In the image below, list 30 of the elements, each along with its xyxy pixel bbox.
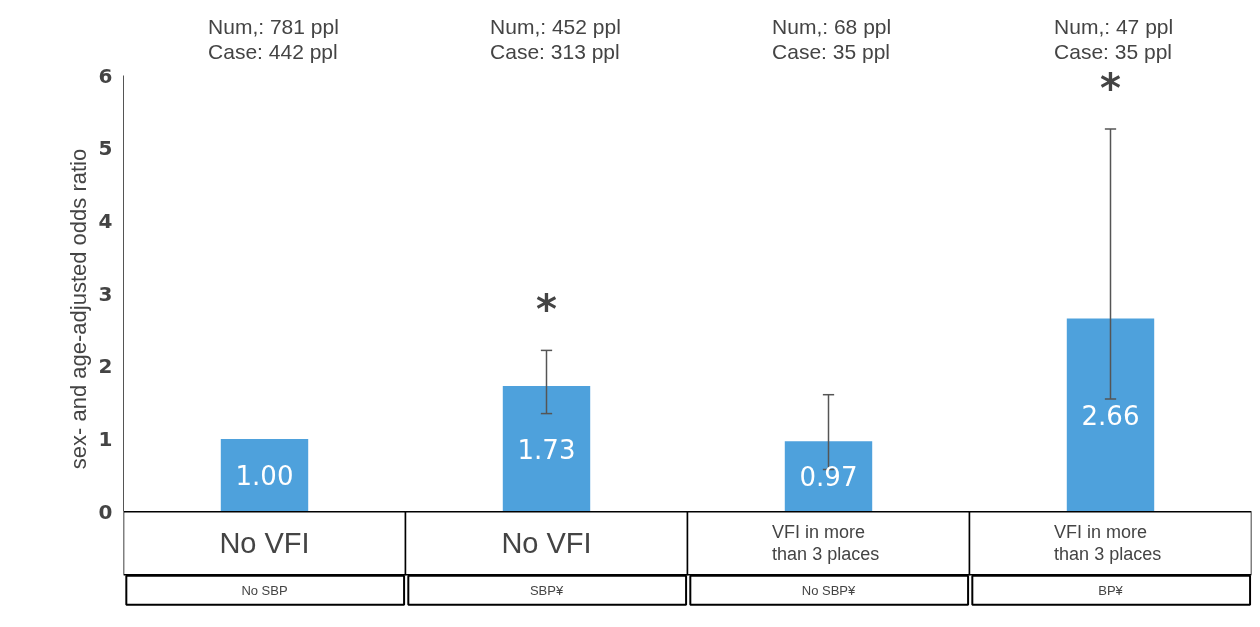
- data-label: 0.97: [799, 462, 858, 493]
- text: Num,: 452 ppl Case: 313 ppl: [490, 14, 621, 63]
- y-tick-label: 1: [98, 427, 113, 451]
- text: No VFI: [219, 527, 310, 560]
- y-tick-label: 3: [98, 281, 113, 306]
- y-tick-label: 4: [98, 209, 113, 234]
- y-tick-label: 5: [98, 136, 113, 161]
- text: VFI in more than 3 places: [772, 522, 880, 565]
- text: VFI in more than 3 places: [1054, 522, 1162, 565]
- annotation: *: [536, 286, 558, 333]
- y-tick-label: 2: [98, 354, 113, 379]
- y-tick-label: 6: [98, 63, 113, 88]
- bar: [784, 441, 873, 512]
- data-label: 2.66: [1081, 401, 1140, 432]
- text: Num,: 47 ppl Case: 35 ppl: [1054, 14, 1174, 63]
- annotation: *: [1100, 64, 1122, 111]
- data-label: 1.00: [235, 461, 294, 492]
- data-label: 1.73: [517, 434, 576, 465]
- bar: [502, 385, 591, 512]
- x-tick-label: No SBP¥: [801, 582, 857, 598]
- text: No VFI: [501, 527, 592, 560]
- x-tick-label: BP¥: [1098, 582, 1124, 598]
- bar: [220, 439, 309, 512]
- x-tick-label: SBP¥: [529, 582, 564, 598]
- x-tick-label: No SBP: [241, 582, 288, 598]
- text: Num,: 68 ppl Case: 35 ppl: [772, 14, 892, 63]
- bar: [1066, 318, 1155, 512]
- y-axis-title: sex- and age-adjusted odds ratio: [65, 148, 91, 470]
- text: Num,: 781 ppl Case: 442 ppl: [208, 14, 339, 63]
- y-tick-label: 0: [98, 499, 113, 524]
